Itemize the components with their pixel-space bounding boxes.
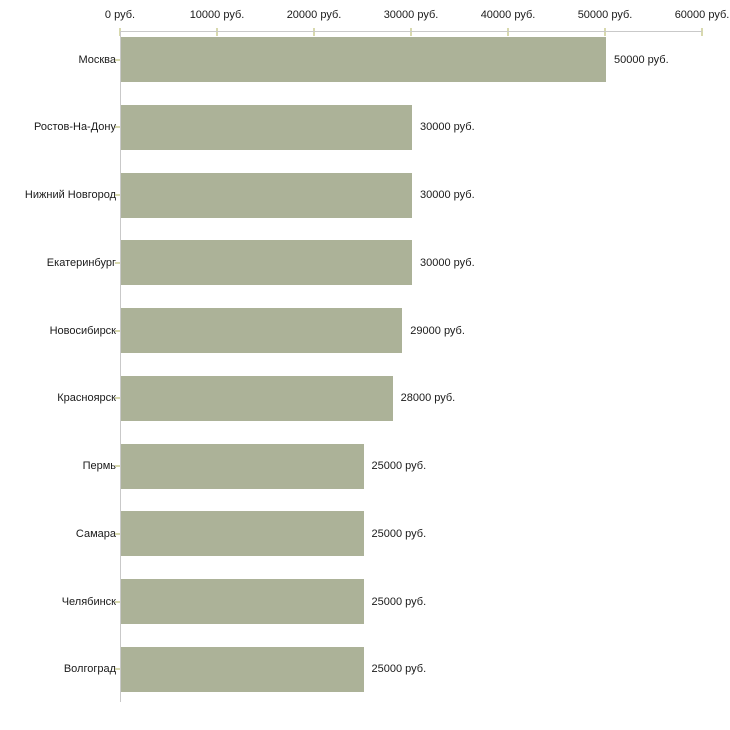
x-axis-tick-mark <box>216 28 218 36</box>
bar <box>121 579 364 624</box>
value-label: 25000 руб. <box>371 663 427 676</box>
x-axis-tick-mark <box>604 28 606 36</box>
category-label: Новосибирск <box>49 324 116 337</box>
x-axis-line <box>120 31 702 32</box>
category-label: Самара <box>75 527 116 540</box>
category-tick-mark <box>115 397 120 400</box>
category-label: Красноярск <box>57 392 116 405</box>
value-label: 25000 руб. <box>371 595 427 608</box>
category-label: Ростов-На-Дону <box>33 121 116 134</box>
x-axis-tick-label: 40000 руб. <box>480 9 536 21</box>
x-axis-tick-mark <box>507 28 509 36</box>
bar <box>121 646 364 692</box>
category-tick-mark <box>115 261 120 264</box>
category-tick-mark <box>115 668 120 671</box>
category-tick-mark <box>115 58 120 61</box>
value-label: 25000 руб. <box>371 460 427 472</box>
x-axis-tick-label: 0 руб. <box>104 9 136 21</box>
category-label: Волгоград <box>63 663 116 676</box>
category-tick-mark <box>115 465 120 467</box>
bar <box>121 308 403 353</box>
value-label: 29000 руб. <box>410 324 465 337</box>
category-tick-mark <box>115 194 120 196</box>
category-label: Пермь <box>82 460 116 472</box>
y-axis-line <box>120 31 121 702</box>
bar <box>121 104 412 150</box>
value-label: 50000 руб. <box>614 53 669 66</box>
value-label: 30000 руб. <box>420 121 475 134</box>
x-axis-tick-label: 50000 руб. <box>577 9 633 21</box>
x-axis-tick-label: 10000 руб. <box>189 9 245 21</box>
value-label: 30000 руб. <box>420 189 475 201</box>
category-tick-mark <box>115 329 120 332</box>
category-label: Челябинск <box>61 595 116 608</box>
bar <box>121 37 606 82</box>
value-label: 28000 руб. <box>400 392 456 405</box>
x-axis-tick-mark <box>313 28 315 36</box>
bar <box>121 172 412 218</box>
category-tick-mark <box>115 600 120 603</box>
bar <box>121 375 393 421</box>
category-label: Екатеринбург <box>46 256 116 269</box>
x-axis-tick-label: 30000 руб. <box>383 9 439 21</box>
x-axis-tick-mark <box>410 28 412 36</box>
category-tick-mark <box>115 532 120 535</box>
x-axis-tick-mark <box>701 28 703 36</box>
bar <box>121 240 412 286</box>
x-axis-tick-label: 60000 руб. <box>674 9 730 21</box>
category-label: Москва <box>78 53 116 66</box>
category-tick-mark <box>115 126 120 129</box>
category-label: Нижний Новгород <box>24 189 116 201</box>
bar <box>121 511 364 557</box>
bar <box>121 443 364 489</box>
x-axis-tick-label: 20000 руб. <box>286 9 342 21</box>
value-label: 30000 руб. <box>420 256 475 269</box>
value-label: 25000 руб. <box>371 527 427 540</box>
